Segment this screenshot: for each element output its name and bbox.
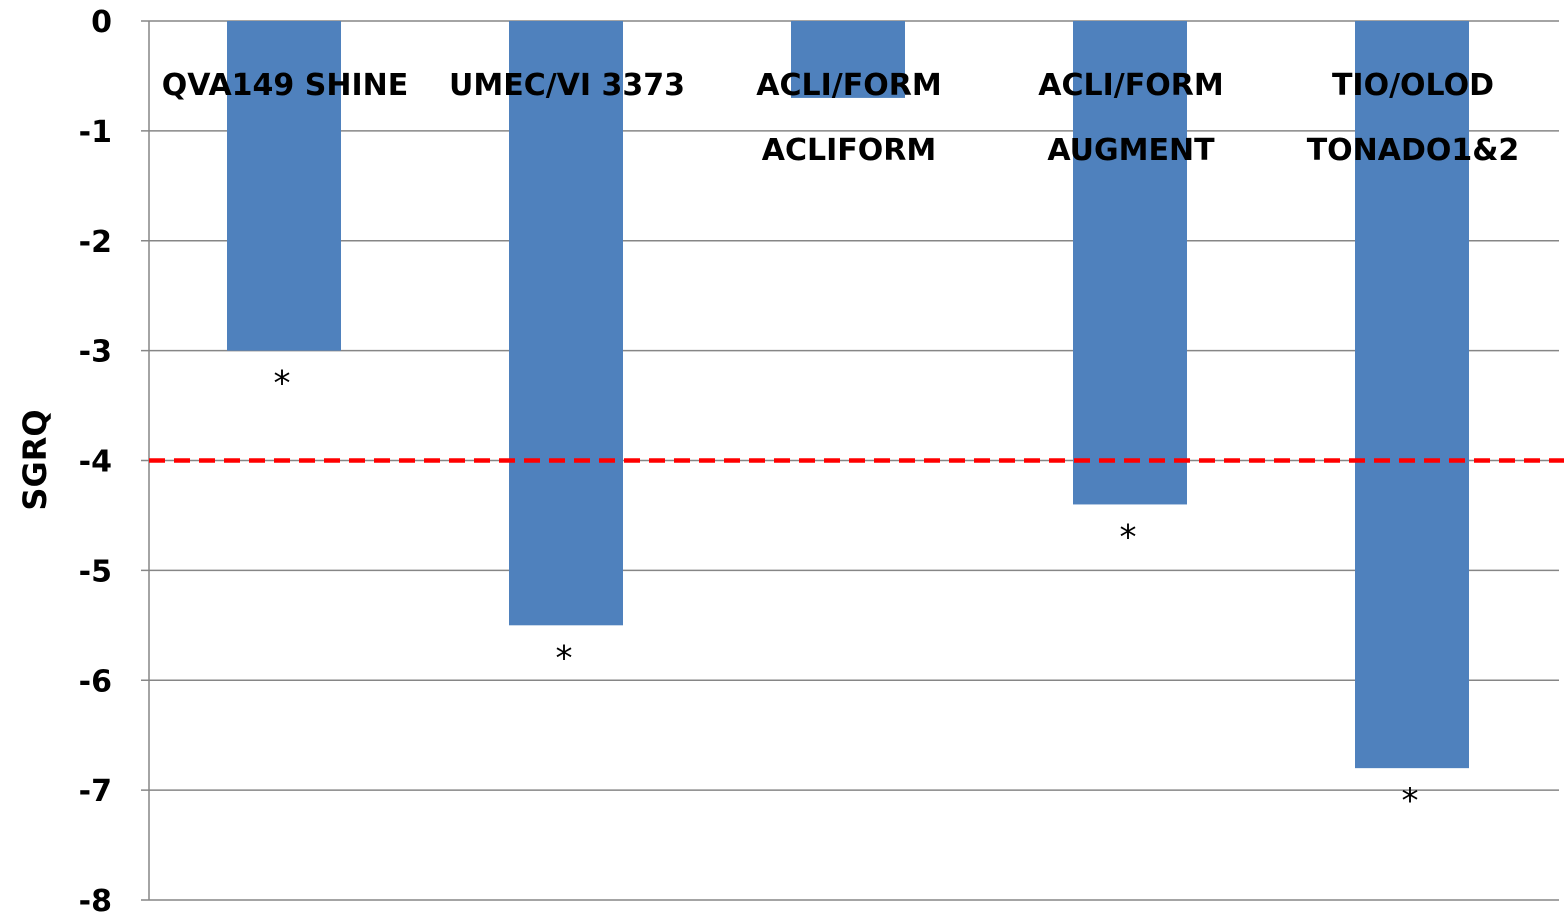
category-label: ACLI/FORM [756, 68, 941, 103]
bar [227, 21, 341, 351]
y-tick-label: -6 [79, 664, 112, 699]
y-tick-label: -8 [79, 884, 112, 916]
bar [791, 21, 905, 98]
significance-markers: * * * * [274, 364, 1419, 822]
category-label: UMEC/VI 3373 [449, 68, 685, 103]
significance-star: * [556, 638, 573, 678]
bar [1355, 21, 1469, 769]
bars [227, 21, 1469, 769]
category-label: AUGMENT [1047, 133, 1215, 168]
bar [1073, 21, 1187, 505]
y-tick-label: -5 [79, 554, 112, 589]
y-tick-label: -7 [79, 774, 112, 809]
y-axis-title: SGRQ [16, 409, 54, 510]
y-tick-label: -1 [79, 115, 112, 150]
y-tick-label: -2 [79, 225, 112, 260]
category-label: ACLIFORM [762, 133, 936, 168]
category-label: ACLI/FORM [1038, 68, 1223, 103]
category-label: QVA149 SHINE [162, 68, 408, 103]
y-tick-label: -4 [79, 445, 112, 480]
category-label: TONADO1&2 [1307, 133, 1520, 168]
y-tick-labels: 0 -1 -2 -3 -4 -5 -6 -7 -8 [79, 5, 112, 916]
significance-star: * [1120, 517, 1137, 557]
y-tick-label: 0 [91, 5, 112, 40]
category-labels: QVA149 SHINE UMEC/VI 3373 ACLI/FORM ACLIFOR… [162, 68, 1520, 168]
category-label: TIO/OLOD [1332, 68, 1494, 103]
bar [509, 21, 623, 626]
significance-star: * [274, 364, 291, 404]
y-tick-label: -3 [79, 335, 112, 370]
significance-star: * [1402, 781, 1419, 821]
